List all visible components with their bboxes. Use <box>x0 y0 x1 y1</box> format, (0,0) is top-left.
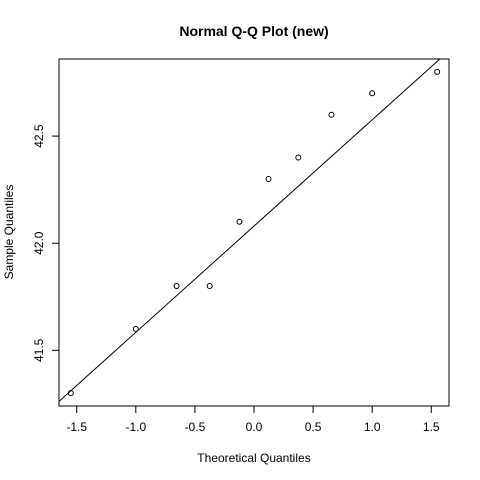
y-axis-label: Sample Quantiles <box>2 185 16 280</box>
chart-title: Normal Q-Q Plot (new) <box>179 23 328 39</box>
data-point <box>369 90 376 97</box>
x-axis: -1.5 -1.0 -0.5 0.0 0.5 1.0 1.5 <box>66 405 440 434</box>
data-point <box>295 154 302 161</box>
data-point <box>328 111 335 118</box>
data-point <box>236 218 243 225</box>
x-tick-label: 1.0 <box>364 420 381 434</box>
qq-reference-line <box>59 59 441 402</box>
x-tick-label: 0.5 <box>305 420 322 434</box>
reference-line-group <box>59 59 441 402</box>
data-point <box>67 390 74 397</box>
x-axis-label: Theoretical Quantiles <box>197 451 310 465</box>
plot-frame <box>58 58 450 407</box>
y-tick-label: 41.5 <box>32 338 46 362</box>
y-tick-label: 42.0 <box>32 231 46 255</box>
data-point <box>173 283 180 290</box>
y-tick-label: 42.5 <box>32 124 46 148</box>
data-points <box>67 68 441 397</box>
data-point <box>206 283 213 290</box>
x-tick-label: -0.5 <box>185 420 206 434</box>
data-point <box>265 175 272 182</box>
data-point <box>434 68 441 75</box>
x-tick-label: -1.0 <box>125 420 146 434</box>
x-tick-label: 1.5 <box>423 420 440 434</box>
x-tick-label: 0.0 <box>246 420 263 434</box>
y-axis: 41.5 42.0 42.5 <box>32 124 60 362</box>
data-point <box>132 325 139 332</box>
x-tick-label: -1.5 <box>66 420 87 434</box>
